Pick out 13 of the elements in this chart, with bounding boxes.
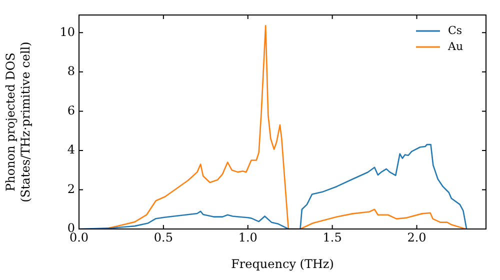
legend-label: Cs (448, 24, 462, 37)
y-tick-label: 6 (67, 103, 75, 118)
y-tick-label: 4 (67, 142, 76, 157)
y-axis-title: Phonon projected DOS (States/THz·primitive cell) (4, 42, 33, 202)
y-tick-label: 8 (67, 64, 75, 78)
x-axis-title: Frequency (THz) (231, 256, 334, 271)
x-tick-label: 1.0 (238, 230, 258, 244)
y-tick-label: 10 (60, 24, 75, 39)
legend-label: Au (447, 40, 464, 53)
x-tick-label: 2.0 (407, 230, 426, 244)
x-tick-label: 1.5 (322, 230, 342, 244)
y-tick-label: 2 (67, 182, 75, 196)
x-tick-label: 0.5 (154, 230, 173, 244)
